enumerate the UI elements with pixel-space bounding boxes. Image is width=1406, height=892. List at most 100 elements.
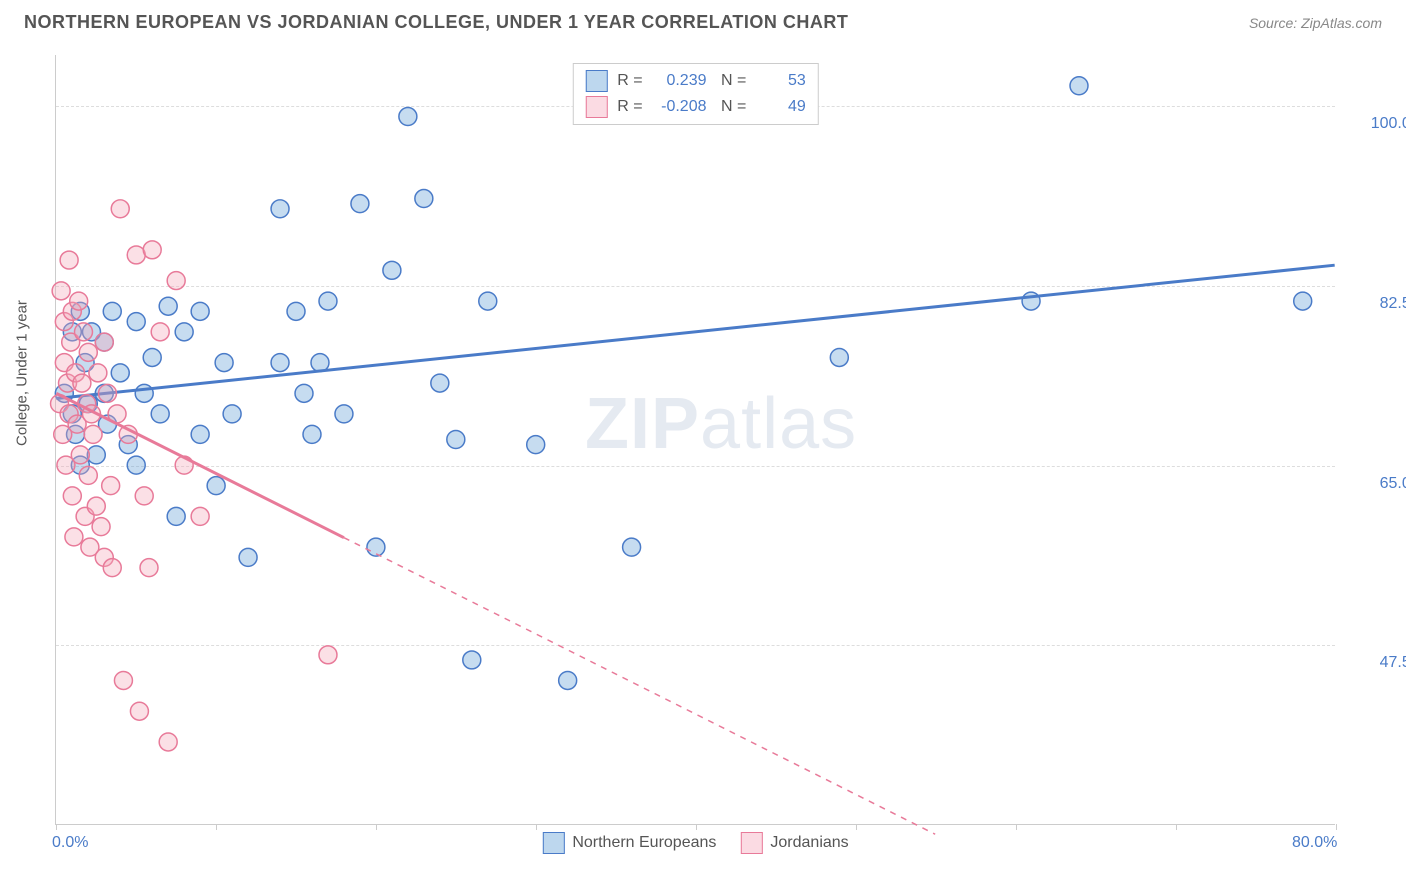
data-point: [463, 651, 481, 669]
data-point: [1070, 77, 1088, 95]
data-point: [623, 538, 641, 556]
x-tick: [56, 824, 57, 830]
data-point: [114, 671, 132, 689]
data-point: [65, 528, 83, 546]
x-tick: [216, 824, 217, 830]
legend-label-series-1: Jordanians: [770, 834, 848, 852]
data-point: [191, 507, 209, 525]
legend-r-series-0: R = 0.239: [617, 72, 706, 90]
x-tick: [1336, 824, 1337, 830]
data-point: [111, 200, 129, 218]
x-tick: [536, 824, 537, 830]
data-point: [79, 466, 97, 484]
y-axis-label: College, Under 1 year: [14, 300, 31, 446]
data-point: [103, 559, 121, 577]
data-point: [1294, 292, 1312, 310]
scatter-svg: [56, 55, 1335, 824]
data-point: [130, 702, 148, 720]
data-point: [63, 487, 81, 505]
trend-line: [56, 265, 1334, 398]
x-tick: [1176, 824, 1177, 830]
series-legend: Northern Europeans Jordanians: [542, 832, 848, 854]
data-point: [351, 195, 369, 213]
data-point: [303, 425, 321, 443]
data-point: [287, 302, 305, 320]
swatch-bottom-series-1: [740, 832, 762, 854]
data-point: [102, 477, 120, 495]
swatch-bottom-series-0: [542, 832, 564, 854]
data-point: [830, 348, 848, 366]
data-point: [479, 292, 497, 310]
data-point: [60, 251, 78, 269]
data-point: [295, 384, 313, 402]
x-tick: [856, 824, 857, 830]
data-point: [103, 302, 121, 320]
trend-line-dashed: [344, 538, 935, 835]
data-point: [271, 200, 289, 218]
chart-title: NORTHERN EUROPEAN VS JORDANIAN COLLEGE, …: [24, 12, 848, 33]
data-point: [175, 323, 193, 341]
data-point: [399, 108, 417, 126]
plot-area: ZIPatlas R = 0.239 N = 53 R = -0.208 N =…: [55, 55, 1335, 825]
y-tick-label: 65.0%: [1345, 475, 1406, 493]
data-point: [335, 405, 353, 423]
data-point: [71, 446, 89, 464]
data-point: [223, 405, 241, 423]
data-point: [159, 297, 177, 315]
y-tick-label: 82.5%: [1345, 295, 1406, 313]
data-point: [52, 282, 70, 300]
data-point: [239, 548, 257, 566]
data-point: [143, 348, 161, 366]
data-point: [447, 431, 465, 449]
data-point: [135, 384, 153, 402]
data-point: [87, 497, 105, 515]
legend-label-series-0: Northern Europeans: [572, 834, 716, 852]
x-tick: [1016, 824, 1017, 830]
data-point: [191, 425, 209, 443]
data-point: [151, 323, 169, 341]
data-point: [127, 313, 145, 331]
legend-n-series-1: N = 49: [717, 98, 806, 116]
header: NORTHERN EUROPEAN VS JORDANIAN COLLEGE, …: [0, 0, 1406, 41]
data-point: [167, 272, 185, 290]
data-point: [75, 323, 93, 341]
data-point: [140, 559, 158, 577]
data-point: [135, 487, 153, 505]
data-point: [151, 405, 169, 423]
data-point: [159, 733, 177, 751]
data-point: [89, 364, 107, 382]
legend-n-series-0: N = 53: [717, 72, 806, 90]
data-point: [215, 354, 233, 372]
data-point: [73, 374, 91, 392]
swatch-series-0: [585, 70, 607, 92]
legend-row-series-0: R = 0.239 N = 53: [585, 68, 805, 94]
data-point: [527, 436, 545, 454]
data-point: [143, 241, 161, 259]
x-tick-label: 0.0%: [52, 834, 88, 852]
data-point: [271, 354, 289, 372]
legend-r-series-1: R = -0.208: [617, 98, 706, 116]
data-point: [207, 477, 225, 495]
data-point: [367, 538, 385, 556]
x-tick-label: 80.0%: [1292, 834, 1337, 852]
legend-item-series-0: Northern Europeans: [542, 832, 716, 854]
data-point: [111, 364, 129, 382]
data-point: [191, 302, 209, 320]
legend-row-series-1: R = -0.208 N = 49: [585, 94, 805, 120]
data-point: [127, 456, 145, 474]
data-point: [95, 333, 113, 351]
y-tick-label: 47.5%: [1345, 654, 1406, 672]
chart-container: NORTHERN EUROPEAN VS JORDANIAN COLLEGE, …: [0, 0, 1406, 892]
data-point: [431, 374, 449, 392]
x-tick: [696, 824, 697, 830]
data-point: [167, 507, 185, 525]
data-point: [79, 343, 97, 361]
data-point: [92, 518, 110, 536]
legend-item-series-1: Jordanians: [740, 832, 848, 854]
data-point: [559, 671, 577, 689]
data-point: [70, 292, 88, 310]
data-point: [319, 292, 337, 310]
data-point: [98, 384, 116, 402]
correlation-legend: R = 0.239 N = 53 R = -0.208 N = 49: [572, 63, 818, 125]
data-point: [84, 425, 102, 443]
